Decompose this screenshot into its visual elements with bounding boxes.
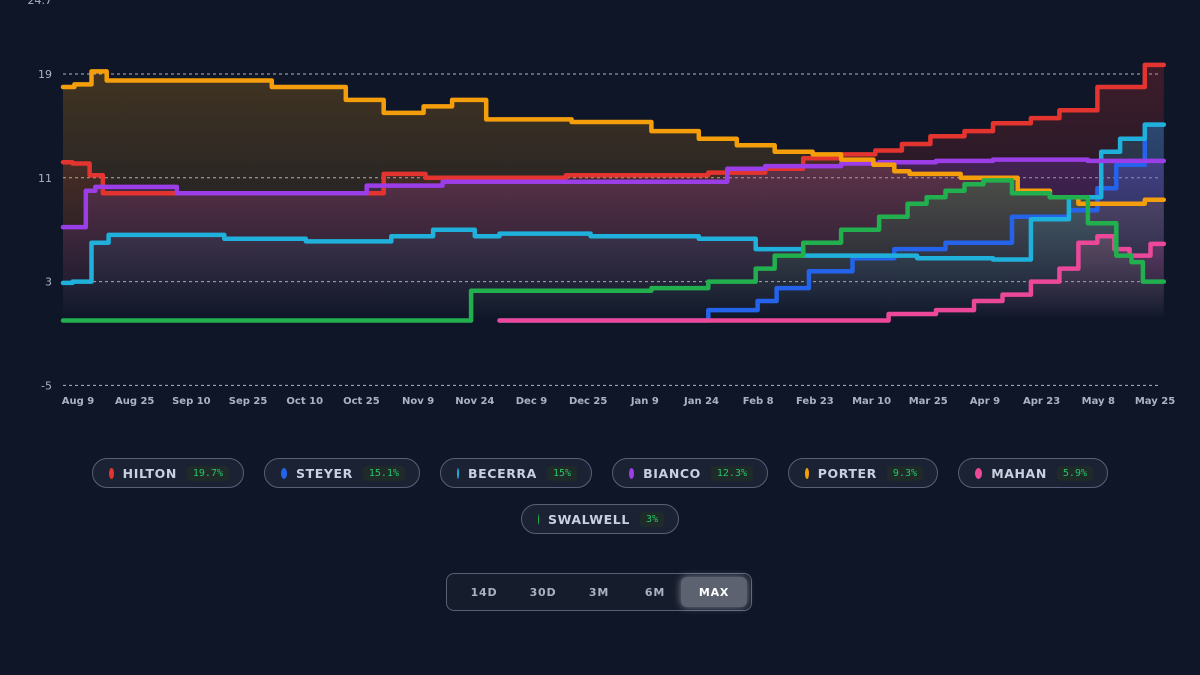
- x-tick-label: Dec 9: [516, 396, 547, 407]
- legend-value: 12.3%: [710, 465, 753, 481]
- x-tick-label: Mar 10: [852, 396, 891, 407]
- x-tick-label: Feb 23: [796, 396, 834, 407]
- series-line-porter: [60, 69, 1167, 206]
- y-tick-label: 19: [38, 68, 52, 81]
- x-tick-label: Oct 25: [343, 396, 380, 407]
- x-tick-label: Jan 24: [683, 396, 719, 407]
- x-tick-label: Oct 10: [286, 396, 323, 407]
- series-color-dot: [975, 467, 983, 479]
- range-button-3m[interactable]: 3M: [569, 577, 629, 607]
- series-line-bianco: [60, 157, 1167, 230]
- y-tick-label: -5: [41, 379, 52, 392]
- legend-row-1: HILTON 19.7% STEYER 15.1% BECERRA 15% BI…: [0, 458, 1200, 488]
- legend-item-becerra[interactable]: BECERRA 15%: [440, 458, 592, 488]
- legend-item-hilton[interactable]: HILTON 19.7%: [92, 458, 244, 488]
- series-color-dot: [538, 513, 539, 525]
- x-tick-label: Feb 8: [743, 396, 774, 407]
- legend-name: BECERRA: [468, 465, 537, 481]
- legend-value: 19.7%: [186, 465, 229, 481]
- y-tick-label: 3: [45, 276, 52, 289]
- range-button-30d[interactable]: 30D: [517, 577, 569, 607]
- x-tick-label: Apr 23: [1023, 396, 1060, 407]
- chart-area: 24.7 19 11 3 -5 Aug 9 Aug 25 Sep 10 Sep 25 Oct 10…: [28, 0, 1176, 407]
- legend-row-2: SWALWELL 3%: [0, 504, 1200, 534]
- legend-value: 9.3%: [886, 465, 923, 481]
- series-color-dot: [109, 467, 114, 479]
- legend-name: STEYER: [296, 465, 353, 481]
- series-line-swalwell: [60, 178, 1167, 323]
- x-tick-label: May 25: [1135, 396, 1175, 407]
- time-range-selector: 14D 30D 3M 6M MAX: [446, 573, 752, 611]
- x-tick-label: Nov 24: [455, 396, 494, 407]
- y-tick-label: 24.7: [28, 0, 53, 7]
- legend-name: MAHAN: [991, 465, 1047, 481]
- legend-value: 5.9%: [1056, 465, 1093, 481]
- legend-item-bianco[interactable]: BIANCO 12.3%: [612, 458, 768, 488]
- legend-item-swalwell[interactable]: SWALWELL 3%: [521, 504, 679, 534]
- x-tick-label: Nov 9: [402, 396, 434, 407]
- x-tick-label: Aug 25: [115, 396, 154, 407]
- range-button-6m[interactable]: 6M: [629, 577, 681, 607]
- x-tick-label: Mar 25: [909, 396, 948, 407]
- x-tick-label: Sep 10: [172, 396, 211, 407]
- series-color-dot: [457, 467, 460, 479]
- legend-value: 3%: [639, 511, 664, 527]
- series-area-swalwell: [63, 180, 1164, 321]
- legend-item-porter[interactable]: PORTER 9.3%: [788, 458, 938, 488]
- series-color-dot: [629, 467, 635, 479]
- series-line-becerra: [60, 122, 1167, 286]
- x-tick-label: Sep 25: [229, 396, 268, 407]
- legend-value: 15.1%: [362, 465, 405, 481]
- range-button-14d[interactable]: 14D: [451, 577, 517, 607]
- legend-item-mahan[interactable]: MAHAN 5.9%: [958, 458, 1108, 488]
- legend-name: HILTON: [122, 465, 177, 481]
- line-chart: 24.7 19 11 3 -5 Aug 9 Aug 25 Sep 10 Sep 25 Oct 10…: [28, 0, 1176, 407]
- x-tick-label: Jan 9: [630, 396, 659, 407]
- legend-name: BIANCO: [643, 465, 701, 481]
- y-tick-label: 11: [38, 172, 52, 185]
- legend-name: PORTER: [817, 465, 877, 481]
- x-tick-label: Aug 9: [62, 396, 94, 407]
- legend-name: SWALWELL: [547, 511, 630, 527]
- series-color-dot: [805, 467, 809, 479]
- series-line-mahan: [497, 233, 1167, 323]
- legend-item-steyer[interactable]: STEYER 15.1%: [264, 458, 420, 488]
- range-button-max[interactable]: MAX: [681, 577, 747, 607]
- x-tick-label: Dec 25: [569, 396, 607, 407]
- x-tick-label: May 8: [1082, 396, 1115, 407]
- x-tick-label: Apr 9: [970, 396, 1000, 407]
- legend-value: 15%: [546, 465, 577, 481]
- series-line-steyer: [497, 122, 1167, 323]
- series-color-dot: [281, 467, 287, 479]
